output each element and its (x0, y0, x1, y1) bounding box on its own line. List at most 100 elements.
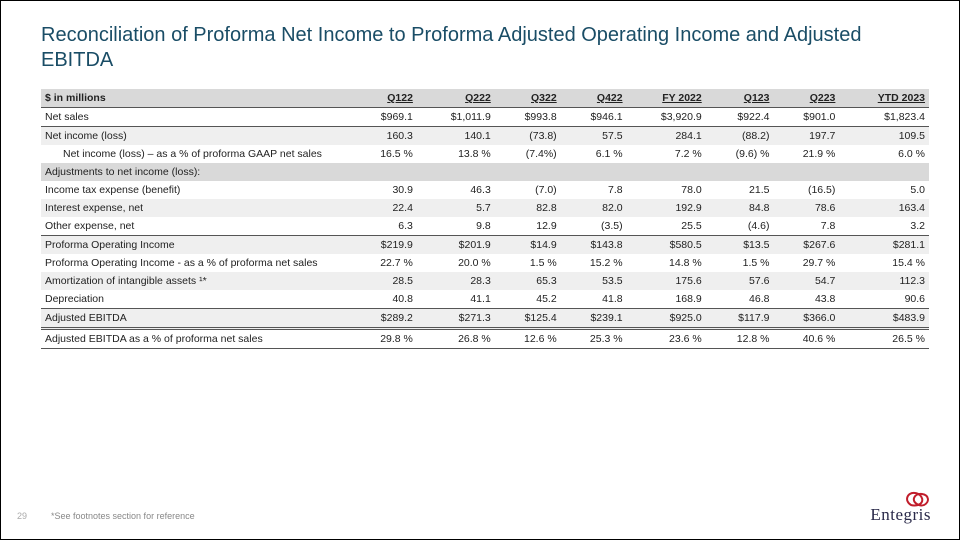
cell: 28.5 (351, 272, 417, 290)
table-row: Interest expense, net22.45.782.882.0192.… (41, 199, 929, 217)
row-label: Proforma Operating Income - as a % of pr… (41, 254, 351, 272)
cell: $271.3 (417, 309, 495, 329)
cell: 1.5 % (706, 254, 774, 272)
cell (351, 163, 417, 181)
cell: 21.9 % (773, 145, 839, 163)
table-row: Amortization of intangible assets ¹*28.5… (41, 272, 929, 290)
cell: 7.8 (773, 217, 839, 236)
table-row: Income tax expense (benefit)30.946.3(7.0… (41, 181, 929, 199)
cell (417, 163, 495, 181)
cell: $267.6 (773, 236, 839, 255)
cell: $14.9 (495, 236, 561, 255)
cell: $281.1 (839, 236, 929, 255)
company-logo: Entegris (870, 489, 931, 525)
cell: 192.9 (627, 199, 706, 217)
cell: $13.5 (706, 236, 774, 255)
row-label: Amortization of intangible assets ¹* (41, 272, 351, 290)
cell: (3.5) (561, 217, 627, 236)
cell: 13.8 % (417, 145, 495, 163)
table-row: Proforma Operating Income$219.9$201.9$14… (41, 236, 929, 255)
cell: 25.3 % (561, 329, 627, 349)
cell: (9.6) % (706, 145, 774, 163)
logo-mark-icon (905, 489, 931, 507)
row-label: Depreciation (41, 290, 351, 309)
cell: 6.3 (351, 217, 417, 236)
cell: 57.5 (561, 127, 627, 146)
table-row: Proforma Operating Income - as a % of pr… (41, 254, 929, 272)
cell: 16.5 % (351, 145, 417, 163)
cell: 82.0 (561, 199, 627, 217)
row-label: Other expense, net (41, 217, 351, 236)
cell: $1,823.4 (839, 108, 929, 127)
cell: 84.8 (706, 199, 774, 217)
table-row: Other expense, net6.39.812.9(3.5)25.5(4.… (41, 217, 929, 236)
cell: 20.0 % (417, 254, 495, 272)
row-label: Interest expense, net (41, 199, 351, 217)
cell: 53.5 (561, 272, 627, 290)
cell: $117.9 (706, 309, 774, 329)
cell: 22.4 (351, 199, 417, 217)
cell: 65.3 (495, 272, 561, 290)
cell: 54.7 (773, 272, 839, 290)
cell: (16.5) (773, 181, 839, 199)
cell: 41.8 (561, 290, 627, 309)
table-row: Adjustments to net income (loss): (41, 163, 929, 181)
cell: 109.5 (839, 127, 929, 146)
row-label: Net income (loss) (41, 127, 351, 146)
cell: (7.0) (495, 181, 561, 199)
cell: $483.9 (839, 309, 929, 329)
cell: 25.5 (627, 217, 706, 236)
col-header: Q123 (706, 89, 774, 108)
cell: 40.6 % (773, 329, 839, 349)
table-row: Depreciation40.841.145.241.8168.946.843.… (41, 290, 929, 309)
cell: 1.5 % (495, 254, 561, 272)
cell: 15.2 % (561, 254, 627, 272)
cell: 15.4 % (839, 254, 929, 272)
cell: $201.9 (417, 236, 495, 255)
row-label: Net income (loss) – as a % of proforma G… (41, 145, 351, 163)
cell: 43.8 (773, 290, 839, 309)
reconciliation-table: $ in millionsQ122Q222Q322Q422FY 2022Q123… (41, 89, 929, 349)
cell: $289.2 (351, 309, 417, 329)
row-label: Adjusted EBITDA (41, 309, 351, 329)
cell: (4.6) (706, 217, 774, 236)
cell: 41.1 (417, 290, 495, 309)
cell: 175.6 (627, 272, 706, 290)
footnote: *See footnotes section for reference (51, 511, 195, 521)
cell: 26.8 % (417, 329, 495, 349)
page-number: 29 (17, 511, 27, 521)
cell: 22.7 % (351, 254, 417, 272)
slide: Reconciliation of Proforma Net Income to… (0, 0, 960, 540)
row-label: Adjustments to net income (loss): (41, 163, 351, 181)
cell: $1,011.9 (417, 108, 495, 127)
col-header: FY 2022 (627, 89, 706, 108)
cell: (73.8) (495, 127, 561, 146)
table-row: Net income (loss)160.3140.1(73.8)57.5284… (41, 127, 929, 146)
cell: $946.1 (561, 108, 627, 127)
cell: 29.7 % (773, 254, 839, 272)
cell: 7.8 (561, 181, 627, 199)
row-label: Adjusted EBITDA as a % of proforma net s… (41, 329, 351, 349)
cell: $969.1 (351, 108, 417, 127)
col-header: YTD 2023 (839, 89, 929, 108)
cell: 57.6 (706, 272, 774, 290)
cell: 21.5 (706, 181, 774, 199)
cell (839, 163, 929, 181)
col-header: Q422 (561, 89, 627, 108)
cell: 12.6 % (495, 329, 561, 349)
cell: 90.6 (839, 290, 929, 309)
cell: 7.2 % (627, 145, 706, 163)
cell: 45.2 (495, 290, 561, 309)
cell: 9.8 (417, 217, 495, 236)
col-header: Q122 (351, 89, 417, 108)
col-header: Q322 (495, 89, 561, 108)
cell: $580.5 (627, 236, 706, 255)
cell: 140.1 (417, 127, 495, 146)
cell: 160.3 (351, 127, 417, 146)
cell: 284.1 (627, 127, 706, 146)
cell: 82.8 (495, 199, 561, 217)
cell: (7.4%) (495, 145, 561, 163)
cell: 6.0 % (839, 145, 929, 163)
cell: $993.8 (495, 108, 561, 127)
cell (706, 163, 774, 181)
